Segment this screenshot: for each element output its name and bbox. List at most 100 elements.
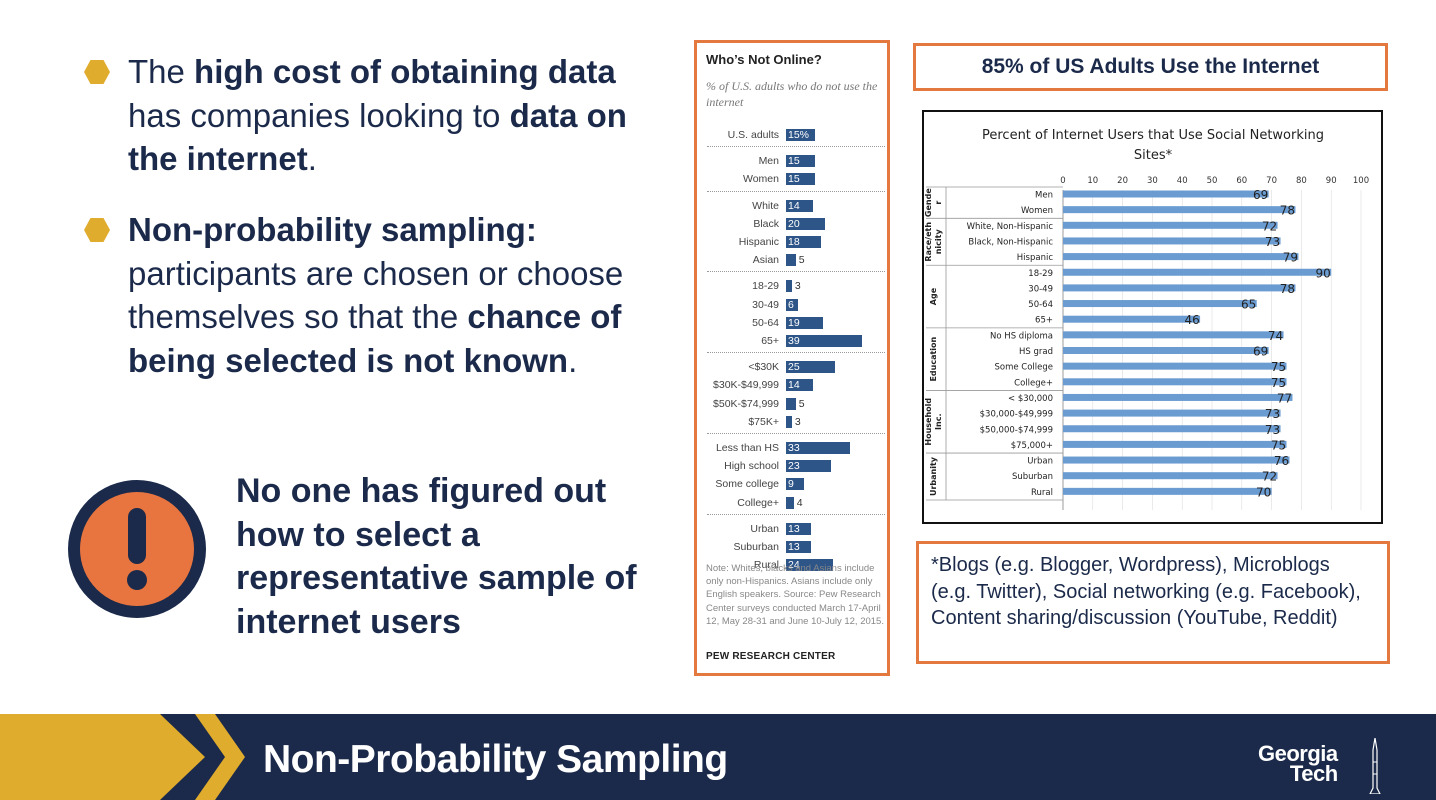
bullet-non-probability: Non-probability sampling: participants a…: [84, 208, 628, 382]
chart-bar: [1063, 331, 1284, 339]
chart-bar: [1063, 472, 1278, 480]
pew-title: Who’s Not Online?: [706, 52, 822, 67]
pew-bar-value: 13: [788, 541, 800, 553]
pew-bar: [786, 379, 814, 392]
pew-row: Hispanic 18: [697, 234, 887, 250]
chart-data-label: 77: [1277, 391, 1292, 405]
bullet-fragment: Non-probability sampling:: [128, 211, 537, 248]
chart-category-label: Rural: [1031, 488, 1053, 498]
chart-data-label: 78: [1280, 282, 1295, 296]
pew-divider: [707, 146, 885, 148]
pew-bar: [786, 397, 796, 410]
chart-group-label: Gende: [924, 188, 933, 217]
pew-bar-value: 3: [794, 280, 801, 293]
pew-row-label: High school: [724, 460, 779, 473]
chart-data-label: 90: [1316, 266, 1331, 280]
chart-title-line: Percent of Internet Users that Use Socia…: [982, 128, 1324, 143]
pew-row-label: 18-29: [752, 280, 779, 293]
chart-category-label: No HS diploma: [990, 331, 1053, 341]
chart-category-label: Men: [1035, 191, 1053, 201]
pew-row: Asian 5: [697, 252, 887, 268]
pew-bar-value: 13: [788, 522, 800, 535]
pew-row-label: 30-49: [752, 298, 779, 311]
pew-row: Men 15: [697, 153, 887, 169]
chart-bar: [1063, 409, 1281, 417]
pew-bar-value: 25: [788, 361, 800, 374]
pew-row: Women 15: [697, 171, 887, 187]
pew-bar-value: 14: [788, 199, 800, 212]
pew-bar-value: 20: [788, 217, 800, 230]
pew-row-label: $75K+: [748, 415, 779, 428]
pew-bar: [786, 129, 816, 141]
pew-subtitle: % of U.S. adults who do not use the inte…: [706, 79, 878, 109]
pew-divider: [707, 190, 885, 192]
pew-row-label: $30K-$49,999: [713, 379, 779, 392]
pew-row: Rural 24: [697, 557, 887, 573]
chart-x-tick-label: 40: [1177, 176, 1188, 186]
chart-data-label: 72: [1262, 470, 1277, 484]
logo-line2: Tech: [1289, 761, 1338, 786]
chart-x-tick-label: 70: [1266, 176, 1277, 186]
pew-row-label: Less than HS: [715, 442, 779, 454]
pew-bar: [786, 415, 792, 428]
bullet-text: The high cost of obtaining data has comp…: [128, 50, 628, 181]
tech-tower-icon: [1369, 738, 1381, 794]
chart-category-label: < $30,000: [1008, 394, 1053, 404]
chart-group-label: nicity: [934, 229, 943, 255]
pew-bar: [786, 280, 792, 293]
chart-bar: [1063, 253, 1299, 261]
pew-bar: [786, 361, 835, 374]
pew-bar-value: 24: [788, 559, 800, 572]
pew-row-label: Women: [743, 173, 779, 186]
chart-x-tick-label: 100: [1353, 176, 1369, 186]
bullet-fragment: high cost of obtaining data: [194, 53, 616, 90]
chart-x-tick-label: 90: [1326, 176, 1337, 186]
gold-arrow-shape: [0, 714, 205, 800]
chart-group-label: Education: [929, 336, 938, 381]
pew-source: PEW RESEARCH CENTER: [706, 651, 836, 662]
chart-x-tick-label: 10: [1087, 176, 1098, 186]
chart-data-label: 69: [1253, 345, 1268, 359]
chart-data-label: 73: [1265, 235, 1280, 249]
chart-bar: [1063, 190, 1269, 198]
pew-row: $30K-$49,999 14: [697, 377, 887, 393]
pew-bar: [786, 559, 833, 572]
chart-category-label: Women: [1021, 206, 1053, 216]
pew-bar: [786, 522, 812, 535]
chart-category-label: $30,000-$49,999: [980, 410, 1053, 420]
pew-bar-rows: U.S. adults 15% Men 15 Women 15 White 14 Black 20…: [697, 43, 887, 673]
chart-data-label: 65: [1241, 298, 1256, 312]
pew-bar: [786, 541, 812, 553]
footnote-box: *Blogs (e.g. Blogger, Wordpress), Microb…: [916, 541, 1390, 664]
chart-category-label: College+: [1014, 378, 1053, 388]
pew-divider: [707, 433, 885, 434]
pew-bar-value: 4: [796, 496, 803, 509]
chart-category-label: White, Non-Hispanic: [967, 222, 1054, 232]
hexagon-bullet-icon: [84, 60, 110, 84]
pew-bar-value: 15: [788, 155, 800, 168]
pew-bar-value: 6: [788, 298, 794, 311]
pew-row-label: $50K-$74,999: [713, 397, 779, 410]
chart-bar: [1063, 425, 1281, 433]
chart-data-label: 78: [1280, 204, 1295, 218]
chart-group-label: Household: [924, 398, 933, 446]
bullet-text: Non-probability sampling: participants a…: [128, 208, 628, 382]
chart-data-label: 75: [1271, 376, 1286, 390]
pew-row: <$30K 25: [697, 359, 887, 375]
chart-svg: Percent of Internet Users that Use Socia…: [924, 128, 1369, 510]
chart-data-label: 79: [1283, 251, 1298, 265]
chart-category-label: 50-64: [1028, 300, 1053, 310]
georgia-tech-logo: Georgia Tech: [1258, 743, 1338, 786]
pew-bar-value: 14: [788, 379, 800, 392]
chart-category-label: 30-49: [1028, 284, 1053, 294]
pew-row: College+ 4: [697, 495, 887, 511]
pew-bar-value: 23: [788, 460, 800, 473]
pew-bar: [786, 298, 798, 311]
pew-bar: [786, 217, 825, 230]
pew-row: 50-64 19: [697, 315, 887, 331]
pew-bar: [786, 254, 796, 267]
chart-bar: [1063, 237, 1281, 245]
chart-data-label: 73: [1265, 423, 1280, 437]
chart-x-tick-label: 0: [1060, 176, 1065, 186]
